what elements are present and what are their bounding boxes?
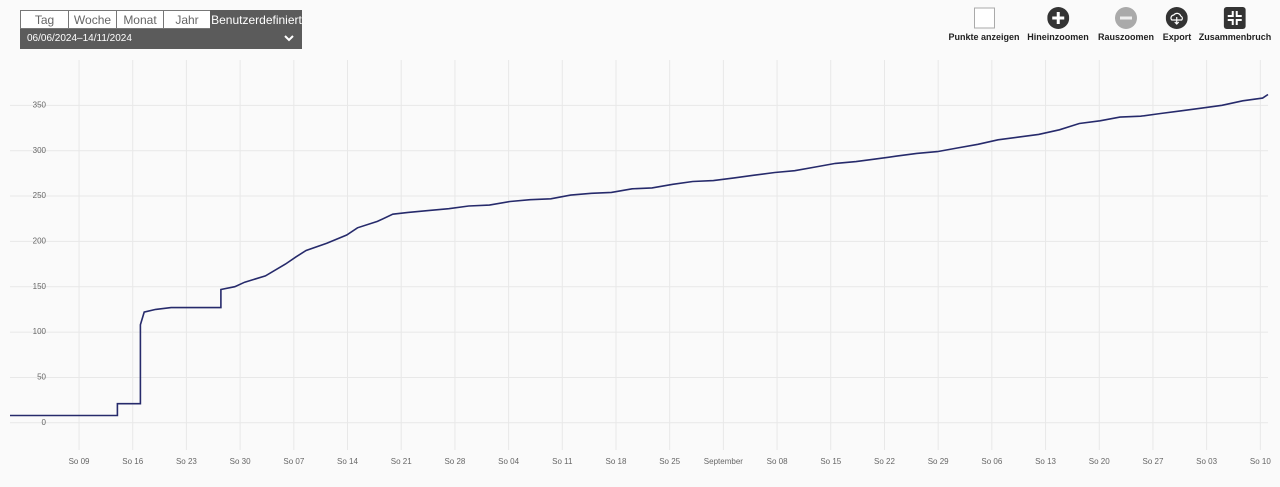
y-tick-label: 300 xyxy=(33,146,47,155)
x-tick-label: So 18 xyxy=(606,457,627,466)
x-tick-label: So 06 xyxy=(981,457,1002,466)
x-tick-label: So 15 xyxy=(820,457,841,466)
button-label: Hineinzoomen xyxy=(1027,32,1089,42)
y-tick-label: 50 xyxy=(37,373,46,382)
x-tick-label: So 30 xyxy=(230,457,251,466)
button-label: Export xyxy=(1162,32,1192,42)
x-tick-label: So 08 xyxy=(767,457,788,466)
y-tick-label: 350 xyxy=(33,100,47,109)
zoom-out-button[interactable]: Rauszoomen xyxy=(1098,7,1154,42)
x-tick-label: So 23 xyxy=(176,457,197,466)
x-tick-label: So 14 xyxy=(337,457,358,466)
x-tick-label: September xyxy=(704,457,743,466)
export-button[interactable]: Export xyxy=(1162,7,1192,42)
y-tick-label: 250 xyxy=(33,191,47,200)
y-tick-label: 100 xyxy=(33,327,47,336)
x-tick-label: So 28 xyxy=(444,457,465,466)
x-tick-label: So 11 xyxy=(552,457,573,466)
data-line xyxy=(10,93,1269,417)
x-tick-label: So 04 xyxy=(498,457,519,466)
minus-icon xyxy=(1114,7,1137,29)
x-tick-label: So 03 xyxy=(1196,457,1217,466)
date-range: 06/06/2024–14/11/2024 xyxy=(27,33,132,44)
zoom-in-button[interactable]: Hineinzoomen xyxy=(1027,7,1089,42)
tab[interactable]: Tag xyxy=(20,10,68,29)
period-tabs: Tag Woche Monat Jahr Benutzerdefiniert xyxy=(20,10,302,29)
y-tick-label: 150 xyxy=(33,282,47,291)
x-tick-label: So 09 xyxy=(69,457,90,466)
button-label: Punkte anzeigen xyxy=(948,32,1020,42)
button-label: Rauszoomen xyxy=(1097,32,1155,42)
collapse-button[interactable]: Zusammenbruch xyxy=(1198,7,1272,42)
tab[interactable]: Woche xyxy=(68,10,116,29)
tab[interactable]: Benutzerdefiniert xyxy=(210,10,302,29)
plus-icon xyxy=(1046,7,1069,29)
show-points-button[interactable]: Punkte anzeigen xyxy=(948,7,1020,42)
date-range-select[interactable]: 06/06/2024–14/11/2024 xyxy=(20,29,302,49)
tab[interactable]: Jahr xyxy=(163,10,210,29)
collapse-icon xyxy=(1223,7,1246,29)
y-tick-label: 0 xyxy=(42,418,47,427)
x-tick-label: So 20 xyxy=(1089,457,1110,466)
y-tick-label: 200 xyxy=(33,237,47,246)
x-tick-label: So 07 xyxy=(283,457,304,466)
checkbox xyxy=(973,7,995,29)
x-tick-label: So 29 xyxy=(928,457,949,466)
cloud-icon xyxy=(1165,7,1188,29)
x-tick-label: So 22 xyxy=(874,457,895,466)
x-tick-label: So 25 xyxy=(659,457,680,466)
x-tick-label: So 27 xyxy=(1142,457,1163,466)
x-tick-label: So 21 xyxy=(391,457,412,466)
x-tick-label: So 13 xyxy=(1035,457,1056,466)
tab[interactable]: Monat xyxy=(116,10,163,29)
x-tick-label: So 10 xyxy=(1250,457,1271,466)
x-tick-label: So 16 xyxy=(122,457,143,466)
button-label: Zusammenbruch xyxy=(1198,32,1272,42)
chevron xyxy=(284,35,294,42)
